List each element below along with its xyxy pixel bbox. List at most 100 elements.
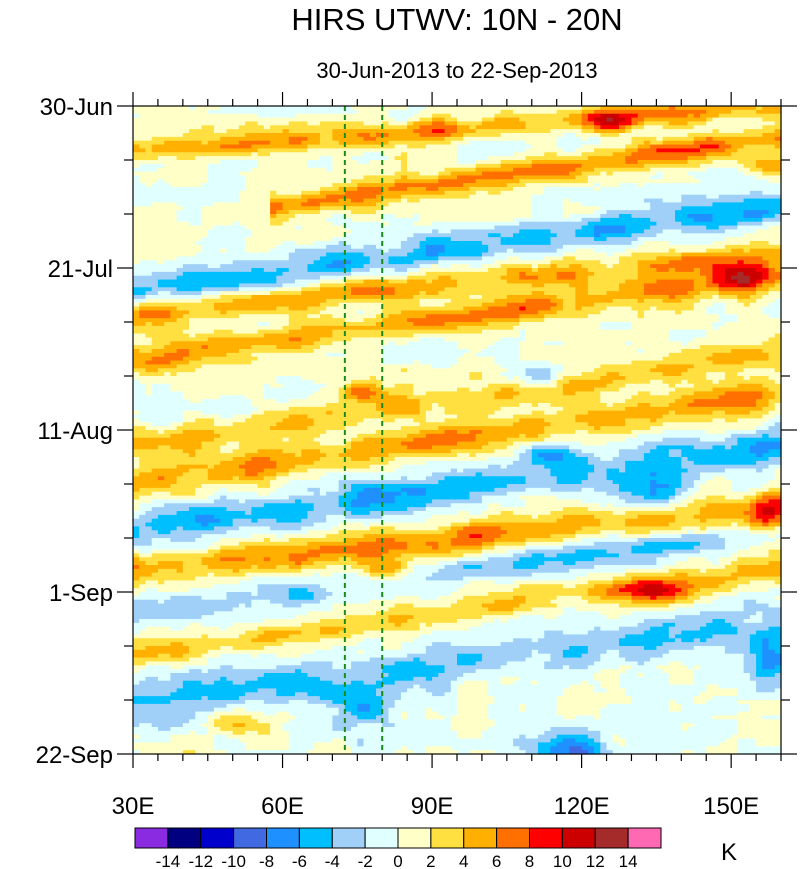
heatmap-cell: [556, 256, 564, 261]
heatmap-cell: [650, 252, 657, 258]
heatmap-cell: [145, 133, 153, 138]
heatmap-cell: [400, 133, 408, 138]
heatmap-cell: [463, 237, 471, 242]
heatmap-cell: [432, 283, 439, 288]
heatmap-cell: [481, 163, 489, 169]
heatmap-cell: [438, 287, 446, 292]
heatmap-cell: [357, 229, 365, 234]
heatmap-cell: [762, 136, 770, 142]
heatmap-cell: [207, 109, 215, 115]
heatmap-cell: [762, 109, 770, 115]
heatmap-cell: [706, 283, 714, 288]
heatmap-cell: [226, 248, 234, 254]
heatmap-cell: [357, 264, 365, 269]
heatmap-cell: [207, 190, 215, 196]
heatmap-cell: [133, 287, 140, 292]
heatmap-cell: [295, 152, 302, 157]
heatmap-cell: [544, 163, 552, 169]
heatmap-cell: [693, 210, 701, 215]
heatmap-cell: [513, 287, 520, 292]
heatmap-cell: [500, 183, 508, 188]
heatmap-cell: [376, 244, 383, 250]
heatmap-cell: [139, 156, 147, 161]
heatmap-cell: [481, 194, 489, 200]
heatmap-cell: [313, 229, 321, 234]
heatmap-cell: [251, 148, 259, 153]
heatmap-cell: [687, 275, 695, 281]
heatmap-cell: [145, 129, 153, 134]
heatmap-cell: [270, 163, 277, 169]
heatmap-cell: [257, 198, 265, 204]
heatmap-cell: [731, 264, 738, 269]
heatmap-cell: [139, 279, 147, 285]
heatmap-cell: [157, 175, 165, 180]
heatmap-cell: [257, 271, 265, 277]
heatmap-cell: [276, 163, 284, 169]
heatmap-cell: [319, 214, 327, 219]
heatmap-cell: [388, 121, 396, 126]
heatmap-cell: [201, 271, 209, 277]
heatmap-cell: [413, 144, 421, 150]
heatmap-cell: [400, 163, 408, 169]
heatmap-cell: [731, 144, 738, 150]
heatmap-cell: [743, 106, 751, 111]
heatmap-cell: [643, 109, 651, 115]
heatmap-cell: [182, 252, 190, 258]
heatmap-cell: [525, 152, 533, 157]
heatmap-cell: [569, 140, 576, 146]
heatmap-cell: [438, 210, 446, 215]
heatmap-cell: [195, 113, 203, 119]
heatmap-cell: [139, 237, 147, 242]
heatmap-cell: [656, 237, 664, 242]
heatmap-cell: [531, 106, 539, 111]
heatmap-cell: [301, 194, 309, 200]
heatmap-cell: [226, 229, 234, 234]
heatmap-cell: [594, 187, 601, 192]
heatmap-cell: [550, 190, 558, 196]
heatmap-cell: [238, 268, 246, 273]
heatmap-cell: [238, 264, 246, 269]
heatmap-cell: [450, 156, 458, 161]
heatmap-cell: [394, 167, 402, 173]
heatmap-cell: [307, 268, 315, 273]
heatmap-cell: [475, 210, 483, 215]
heatmap-cell: [232, 283, 240, 288]
heatmap-cell: [550, 206, 558, 211]
heatmap-cell: [494, 156, 502, 161]
heatmap-cell: [357, 183, 365, 188]
heatmap-cell: [214, 283, 221, 288]
heatmap-cell: [706, 175, 714, 180]
heatmap-cell: [444, 244, 452, 250]
heatmap-cell: [214, 287, 221, 292]
heatmap-cell: [718, 125, 726, 130]
heatmap-cell: [481, 271, 489, 277]
heatmap-cell: [531, 144, 539, 150]
heatmap-cell: [569, 260, 576, 265]
heatmap-cell: [319, 167, 327, 173]
heatmap-cell: [425, 233, 433, 238]
heatmap-cell: [245, 268, 252, 273]
heatmap-cell: [145, 221, 153, 227]
heatmap-cell: [139, 291, 147, 296]
heatmap-cell: [600, 283, 608, 288]
heatmap-cell: [351, 233, 358, 238]
heatmap-cell: [587, 283, 595, 288]
heatmap-cell: [251, 171, 259, 177]
heatmap-cell: [313, 171, 321, 177]
heatmap-cell: [737, 140, 745, 146]
heatmap-cell: [376, 187, 383, 192]
heatmap-cell: [569, 160, 576, 165]
heatmap-cell: [338, 175, 346, 180]
heatmap-cell: [338, 287, 346, 292]
heatmap-cell: [625, 268, 633, 273]
heatmap-cell: [189, 217, 196, 223]
heatmap-cell: [756, 187, 763, 192]
heatmap-cell: [288, 183, 296, 188]
heatmap-cell: [600, 252, 608, 258]
heatmap-cell: [562, 109, 570, 115]
heatmap-cell: [164, 264, 171, 269]
heatmap-cell: [189, 279, 196, 285]
heatmap-cell: [612, 279, 620, 285]
heatmap-cell: [351, 283, 358, 288]
heatmap-cell: [656, 283, 664, 288]
